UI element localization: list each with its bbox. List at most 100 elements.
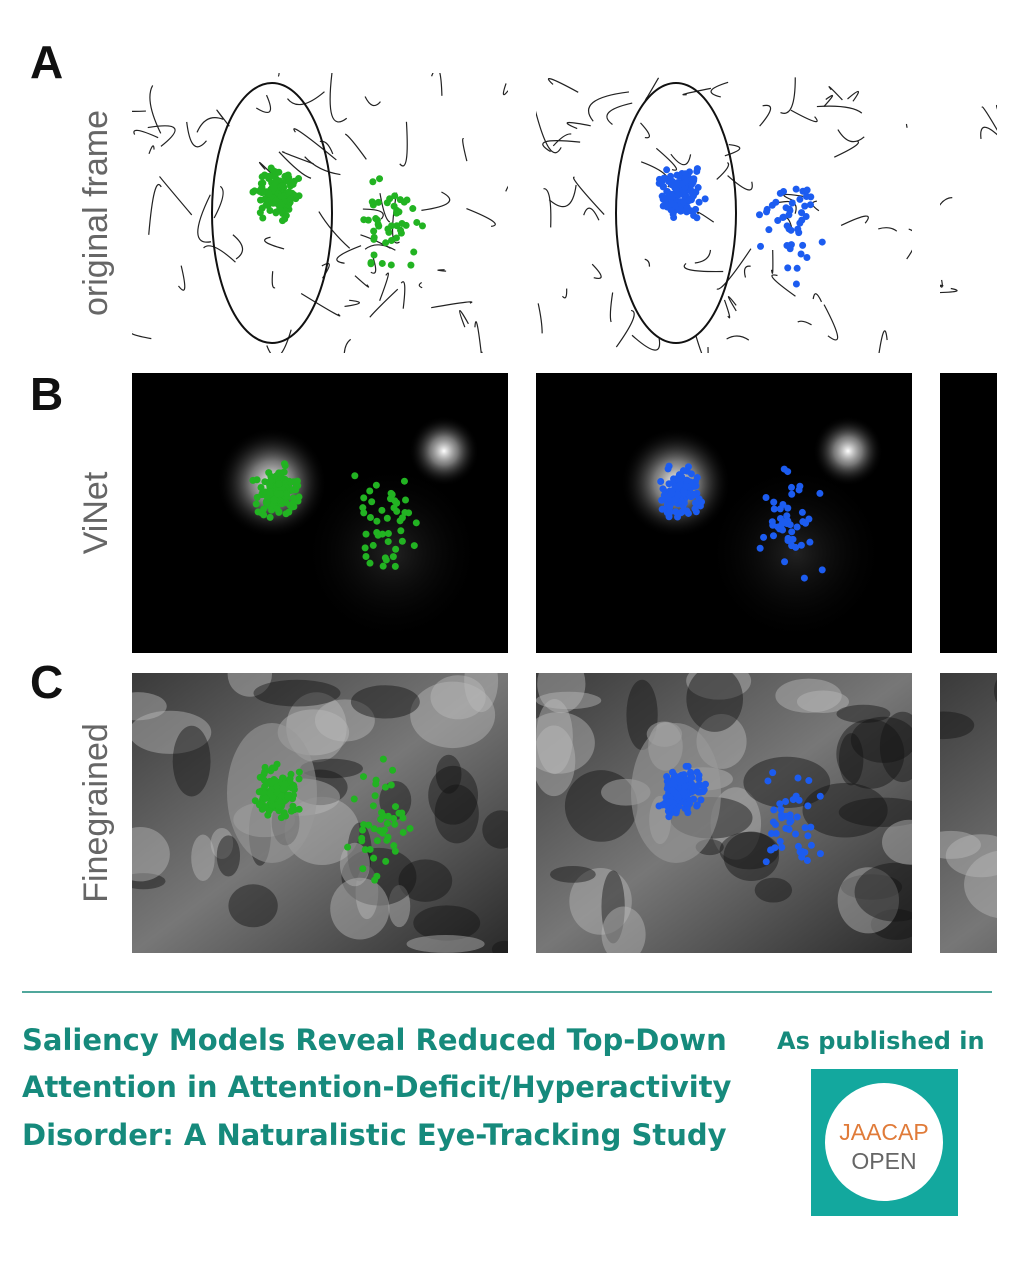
gaze-point [283,490,291,498]
gaze-point [804,802,812,810]
gaze-point [680,489,688,497]
gaze-point [816,489,824,497]
gaze-point [402,221,410,229]
panel-letter: B [30,368,63,420]
gaze-point [660,491,668,499]
gaze-point [803,857,811,865]
gaze-point [676,776,684,784]
sketch [1000,73,1015,90]
sketch [609,292,614,323]
gaze-point [275,480,283,488]
gaze-point [663,188,671,196]
gaze-point [687,180,695,188]
gaze-point [770,498,778,506]
gaze-point [666,502,674,510]
gaze-point [281,780,289,788]
sketch [431,301,473,309]
panel [536,673,912,953]
gaze-point [657,478,665,486]
gaze-point [259,214,267,222]
sketch [547,78,579,93]
gaze-point [804,832,812,840]
gaze-point [682,207,690,215]
texture [491,940,508,953]
gaze-point [255,801,263,809]
gaze-point [374,198,382,206]
gaze-point [393,206,401,214]
gaze-point [372,215,380,223]
sketch [148,184,162,235]
sketch [940,279,943,288]
gaze-point [806,538,814,546]
gaze-point [680,499,688,507]
gaze-point [755,211,763,219]
gaze-point [685,196,693,204]
gaze-point [418,222,426,230]
gaze-point [260,188,268,196]
gaze-point [663,203,671,211]
sketch [996,104,997,110]
title-line: Disorder: A Naturalistic Eye-Tracking St… [22,1118,727,1152]
gaze-point [373,517,381,525]
gaze-point [681,783,689,791]
gaze-point [688,780,696,788]
sketch [790,109,818,123]
gaze-point [266,790,274,798]
gaze-point [369,802,377,810]
gaze-point [770,806,778,814]
texture [686,673,752,700]
gaze-point [399,828,407,836]
gaze-point [693,214,701,222]
panel-bg [536,73,912,353]
gaze-point [701,780,709,788]
gaze-point [776,505,784,513]
texture [854,862,912,922]
sketch [710,81,729,98]
gaze-point [275,469,283,477]
sketch [940,287,958,294]
gaze-point [265,488,273,496]
gaze-point [684,463,692,471]
saliency [409,416,479,486]
sketch [723,299,731,319]
gaze-point [295,768,303,776]
gaze-point [385,228,393,236]
gaze-point [663,194,671,202]
sketch [1003,350,1011,379]
gaze-point [690,795,698,803]
sketch [278,151,312,179]
texture [406,935,485,953]
texture [836,719,905,789]
sketch [505,185,508,192]
texture [882,819,912,865]
gaze-point [398,514,406,522]
sketch [271,271,276,289]
gaze-point [793,264,801,272]
sketch [264,236,285,250]
gaze-point [384,833,392,841]
texture [536,725,576,797]
gaze-point [281,215,289,223]
texture [837,867,900,934]
gaze-point [371,876,379,884]
sketch [148,145,155,154]
sketch [727,296,737,312]
gaze-point [383,199,391,207]
sketch [727,175,753,191]
gaze-point [688,190,696,198]
gaze-point [403,196,411,204]
texture [435,754,462,794]
gaze-point [257,196,265,204]
saliency [302,463,482,643]
sketch [364,244,396,251]
sketch [132,110,146,112]
gaze-point [658,505,666,513]
sketch [281,151,314,165]
texture [347,822,372,882]
gaze-point [270,496,278,504]
gaze-point [668,181,676,189]
texture [840,874,903,900]
sketch [300,292,341,317]
sketch [329,73,348,123]
gaze-point [802,212,810,220]
